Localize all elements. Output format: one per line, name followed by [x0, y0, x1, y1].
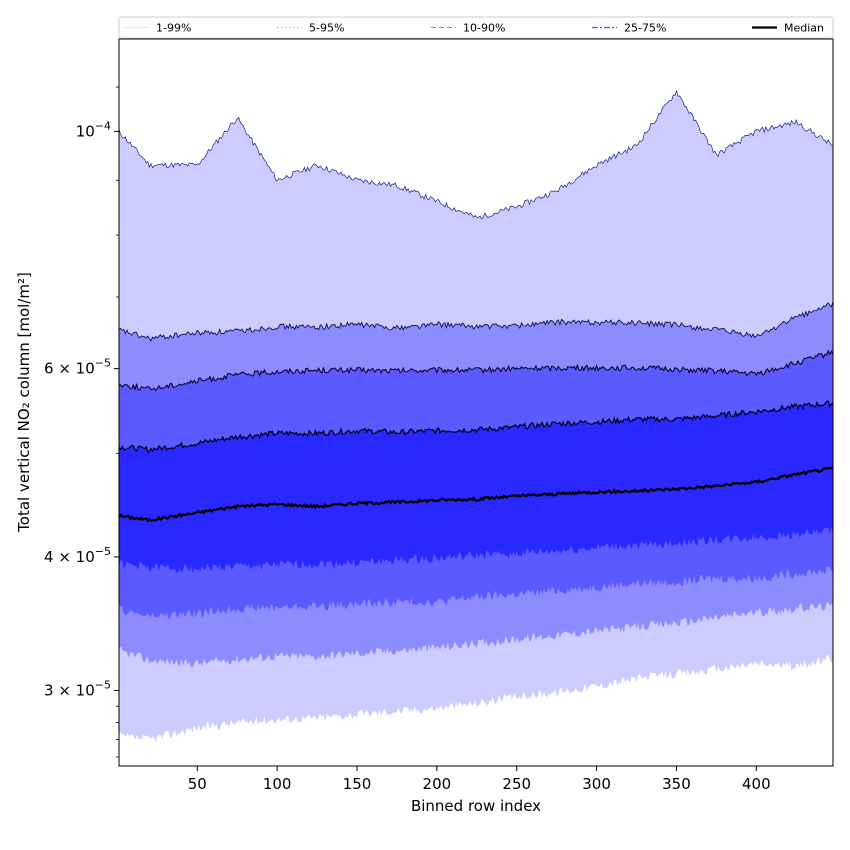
x-tick-label: 400: [742, 775, 771, 793]
band-upper-edge-1-99%: [119, 89, 833, 220]
x-tick-label: 300: [582, 775, 611, 793]
y-axis-label: Total vertical NO₂ column [mol/m²]: [15, 272, 33, 533]
y-axis: 10−4 6 × 10−5 4 × 10−5 3 × 10−5: [44, 86, 119, 758]
x-tick-label: 350: [662, 775, 691, 793]
x-axis-label: Binned row index: [411, 797, 541, 815]
legend-label: Median: [784, 22, 824, 35]
y-tick-label: 3 × 10−5: [44, 679, 111, 700]
x-axis: 50 100 150 200 250 300 350 400: [188, 766, 771, 793]
legend: 1-99% 5-95% 10-90% 25-75% Median: [118, 16, 834, 39]
percentile-bands: [119, 90, 833, 743]
band-upper-edge-5-95%: [119, 301, 833, 342]
legend-label: 5-95%: [309, 22, 344, 35]
x-tick-label: 250: [502, 775, 531, 793]
band-upper-edge-25-75%: [119, 400, 833, 454]
y-tick-label: 6 × 10−5: [44, 357, 111, 378]
x-tick-label: 200: [423, 775, 452, 793]
plot-frame: [118, 38, 834, 767]
band-upper-edge-10-90%: [119, 349, 833, 392]
y-tick-label: 10−4: [76, 119, 111, 140]
band-25-75%: [119, 401, 833, 574]
series-line-median: [119, 466, 833, 523]
y-tick-label: 4 × 10−5: [44, 545, 111, 566]
series-lines: [119, 89, 833, 523]
x-tick-label: 150: [343, 775, 372, 793]
legend-box: [118, 16, 834, 39]
x-tick-label: 50: [188, 775, 207, 793]
legend-label: 10-90%: [463, 22, 505, 35]
legend-label: 1-99%: [156, 22, 191, 35]
legend-label: 25-75%: [624, 22, 666, 35]
x-tick-label: 100: [263, 775, 292, 793]
